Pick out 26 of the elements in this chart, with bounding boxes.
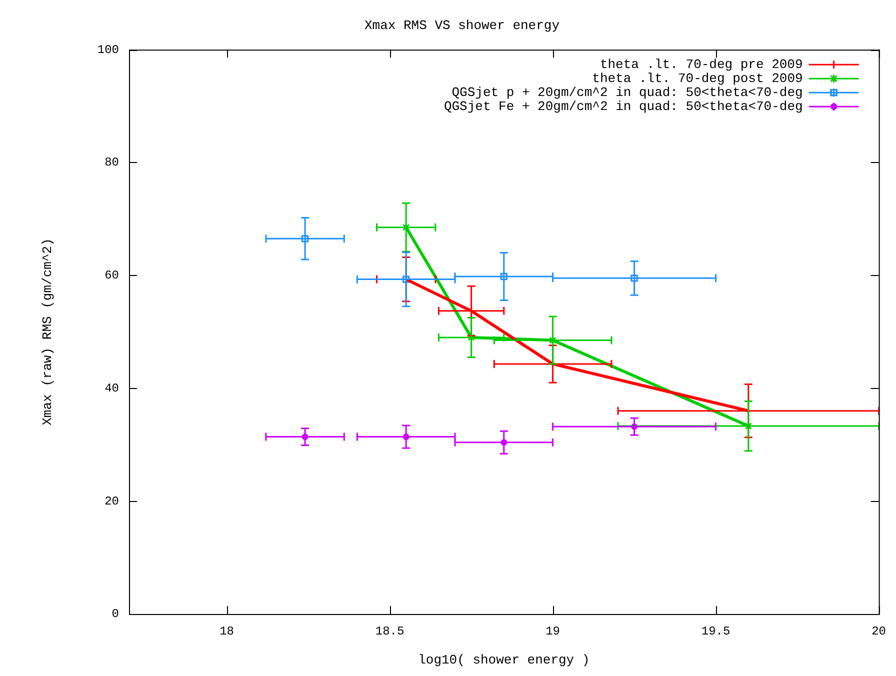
point bbox=[301, 235, 309, 242]
x-tick-label: 18 bbox=[220, 624, 234, 638]
point bbox=[630, 274, 638, 282]
y-tick-label: 40 bbox=[104, 381, 119, 396]
y-tick-label: 80 bbox=[104, 156, 119, 170]
point bbox=[744, 422, 752, 430]
y-tick-label: 60 bbox=[104, 268, 119, 283]
point bbox=[468, 334, 475, 342]
y-tick-label: 0 bbox=[112, 607, 119, 622]
x-tick-label: 19.5 bbox=[701, 624, 730, 638]
point bbox=[402, 224, 410, 231]
point bbox=[549, 336, 556, 344]
legend-label: QGSjet p + 20gm/cm^2 in quad: 50<theta<70-deg bbox=[452, 85, 803, 100]
point bbox=[402, 276, 410, 283]
x-tick-label: 18.5 bbox=[375, 624, 404, 638]
y-tick-label: 20 bbox=[104, 494, 119, 508]
x-tick-label: 20 bbox=[872, 624, 886, 638]
legend-label: QGSjet Fe + 20gm/cm^2 in quad: 50<theta<70-deg bbox=[444, 99, 803, 114]
point bbox=[500, 272, 508, 280]
chart-title: Xmax RMS VS shower energy bbox=[364, 18, 560, 34]
x-tick-label: 19 bbox=[546, 624, 560, 638]
y-axis-title: Xmax (raw) RMS (gm/cm^2) bbox=[40, 238, 56, 426]
y-tick-label: 100 bbox=[97, 42, 119, 57]
legend-label: theta .lt. 70-deg pre 2009 bbox=[600, 57, 803, 72]
legend-label: theta .lt. 70-deg post 2009 bbox=[592, 71, 803, 86]
x-axis-title: log10( shower energy ) bbox=[418, 652, 590, 668]
